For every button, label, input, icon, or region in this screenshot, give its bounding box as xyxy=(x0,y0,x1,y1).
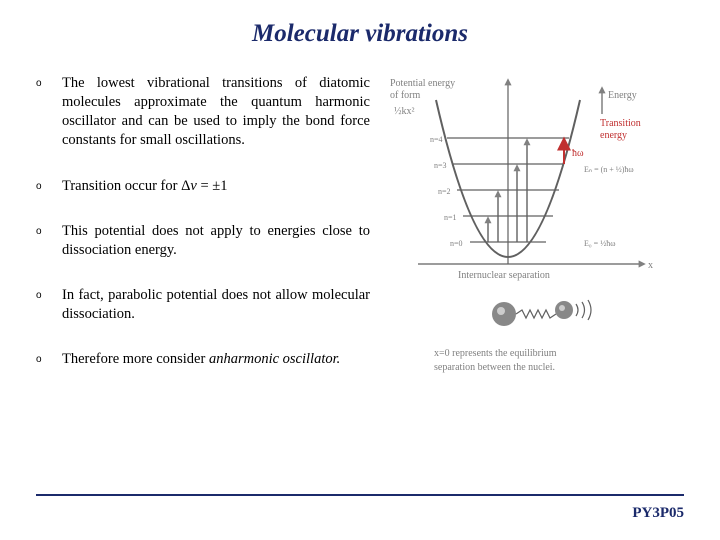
bullet-item: oThe lowest vibrational transitions of d… xyxy=(36,74,370,151)
bullet-marker: o xyxy=(36,222,62,260)
caption-2: separation between the nuclei. xyxy=(434,362,555,373)
hbar-omega-label: ħω xyxy=(572,148,584,159)
footer-rule xyxy=(36,494,684,496)
potential-label-1: Potential energy xyxy=(390,78,455,89)
diagram-container: ħω Energy Potential energy of form ½kx² … xyxy=(382,74,684,384)
bullet-item: oThis potential does not apply to energi… xyxy=(36,222,370,260)
bullet-marker: o xyxy=(36,74,62,151)
slide-footer: PY3P05 xyxy=(632,505,684,522)
n1-label: n=1 xyxy=(444,213,457,222)
page-title: Molecular vibrations xyxy=(36,20,684,48)
bullet-text: The lowest vibrational transitions of di… xyxy=(62,74,370,151)
E0-label: E₀ = ½ħω xyxy=(584,239,615,248)
n4-label: n=4 xyxy=(430,135,443,144)
potential-label-2: of form xyxy=(390,90,420,101)
transition-label-1: Transition xyxy=(600,118,641,129)
harmonic-oscillator-diagram: ħω Energy Potential energy of form ½kx² … xyxy=(388,74,678,384)
bullet-marker: o xyxy=(36,177,62,196)
bullet-text: This potential does not apply to energie… xyxy=(62,222,370,260)
bullet-text: In fact, parabolic potential does not al… xyxy=(62,286,370,324)
bullet-list: oThe lowest vibrational transitions of d… xyxy=(36,74,370,395)
bullet-text: Transition occur for Δv = ±1 xyxy=(62,177,370,196)
bullet-item: oTherefore more consider anharmonic osci… xyxy=(36,350,370,369)
n2-label: n=2 xyxy=(438,187,451,196)
caption-1: x=0 represents the equilibrium xyxy=(434,348,557,359)
x-symbol: x xyxy=(648,260,653,271)
n0-label: n=0 xyxy=(450,239,463,248)
transition-label-2: energy xyxy=(600,130,627,141)
bullet-item: oTransition occur for Δv = ±1 xyxy=(36,177,370,196)
energy-axis-label: Energy xyxy=(608,90,637,101)
bullet-text: Therefore more consider anharmonic oscil… xyxy=(62,350,370,369)
bullet-marker: o xyxy=(36,350,62,369)
En-label: Eₙ = (n + ½)ħω xyxy=(584,165,634,174)
xaxis-label: Internuclear separation xyxy=(458,270,550,281)
n3-label: n=3 xyxy=(434,161,447,170)
kx2-label: ½kx² xyxy=(394,106,415,117)
bullet-item: oIn fact, parabolic potential does not a… xyxy=(36,286,370,324)
bullet-marker: o xyxy=(36,286,62,324)
